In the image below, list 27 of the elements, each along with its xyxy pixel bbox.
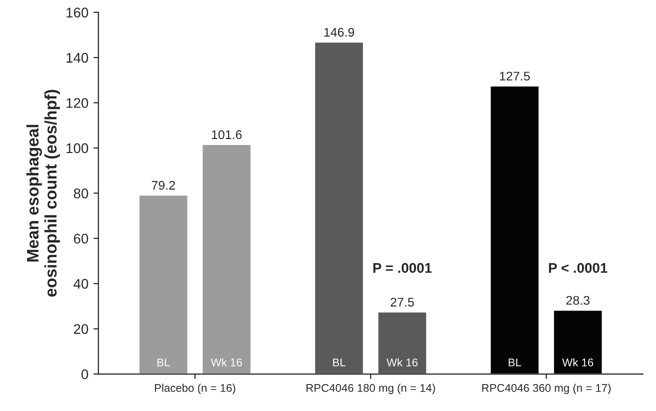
y-tick-label: 160 [66, 8, 88, 18]
data-label: 27.5 [390, 298, 414, 307]
data-label: 79.2 [152, 180, 175, 190]
x-tick-label: Placebo (n = 16) [154, 384, 236, 394]
data-label: 28.3 [566, 296, 590, 305]
text: Wk 16 [386, 358, 418, 366]
series-label: BL [158, 358, 170, 366]
annotation: P < .0001 [549, 263, 608, 273]
text: BL [333, 358, 346, 366]
text: Wk 16 [562, 358, 594, 366]
y-tick-label: 40 [74, 278, 88, 289]
y-tick-label: 20 [74, 324, 88, 334]
y-axis-title: Mean esophageal eosinophil count (eos/hpf) [26, 90, 60, 297]
data-label: 146.9 [324, 28, 354, 37]
y-tick-label: 60 [74, 234, 88, 244]
series-label: Wk 16 [210, 358, 242, 366]
y-tick-label: 80 [74, 188, 88, 198]
data-label: 101.6 [212, 130, 242, 140]
annotation: P = .0001 [373, 263, 432, 273]
x-tick-label: RPC4046 360 mg (n = 17) [482, 384, 611, 394]
data-label: 127.5 [500, 72, 530, 81]
y-tick-label: 140 [66, 52, 88, 63]
text: BL [508, 358, 522, 366]
y-tick-label: 100 [66, 143, 88, 154]
y-tick-label: 0 [81, 369, 88, 380]
x-tick-label: RPC4046 180 mg (n = 14) [306, 384, 435, 394]
y-tick-label: 120 [66, 98, 88, 108]
